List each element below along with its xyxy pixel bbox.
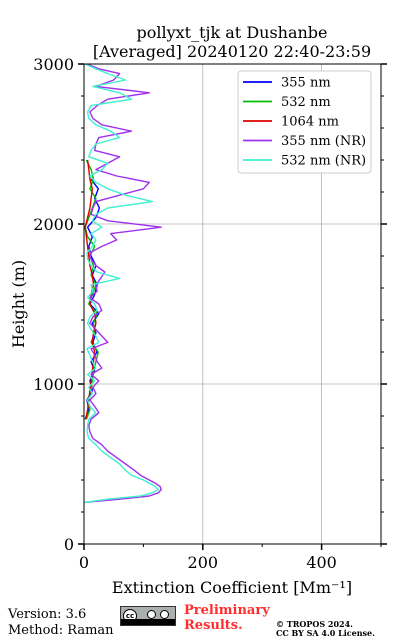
- copyright-line2: CC BY SA 4.0 License.: [276, 628, 375, 638]
- series-line-5: [83, 63, 160, 504]
- x-tick-label: 400: [306, 553, 337, 572]
- sa-icon: [160, 610, 169, 619]
- y-axis-label: Height (m): [9, 260, 28, 348]
- plot-frame: [83, 63, 382, 545]
- copyright-notice: © TROPOS 2024. CC BY SA 4.0 License.: [276, 620, 375, 638]
- series-group: [83, 63, 162, 504]
- preliminary-line2: Results.: [184, 618, 243, 633]
- method-text: Method: Raman: [8, 623, 114, 638]
- axis-ticks: 0 200 400 0 1000 2000 3000: [33, 55, 387, 572]
- legend-label-5: 532 nm (NR): [281, 154, 366, 169]
- legend-label-1: 355 nm: [281, 76, 331, 91]
- y-tick-label: 0: [64, 535, 74, 554]
- series-line-4: [83, 63, 162, 504]
- x-tick-label: 0: [79, 553, 89, 572]
- by-icon: [147, 610, 156, 619]
- chart-title-line2: [Averaged] 20240120 22:40-23:59: [93, 42, 371, 61]
- preliminary-notice: Preliminary Results.: [184, 603, 270, 633]
- cc-band: [121, 619, 175, 625]
- legend-box: [237, 70, 372, 174]
- y-tick-label: 2000: [33, 215, 74, 234]
- legend-label-2: 532 nm: [281, 95, 331, 110]
- legend-label-4: 355 nm (NR): [281, 134, 366, 149]
- version-info: Version: 3.6 Method: Raman: [8, 607, 114, 639]
- legend: 355 nm 532 nm 1064 nm 355 nm (NR) 532 nm (NR…: [237, 70, 372, 174]
- copyright-line1: © TROPOS 2024.: [276, 619, 353, 629]
- x-axis-label: Extinction Coefficient [Mm⁻¹]: [112, 578, 352, 597]
- chart-title-line1: pollyxt_tjk at Dushanbe: [136, 23, 327, 42]
- y-tick-label: 1000: [33, 375, 74, 394]
- preliminary-line1: Preliminary: [184, 603, 270, 618]
- y-tick-label: 3000: [33, 55, 74, 74]
- x-tick-label: 200: [188, 553, 219, 572]
- version-text: Version: 3.6: [8, 607, 87, 622]
- cc-license-icon: cc: [120, 606, 176, 626]
- legend-label-3: 1064 nm: [281, 115, 339, 130]
